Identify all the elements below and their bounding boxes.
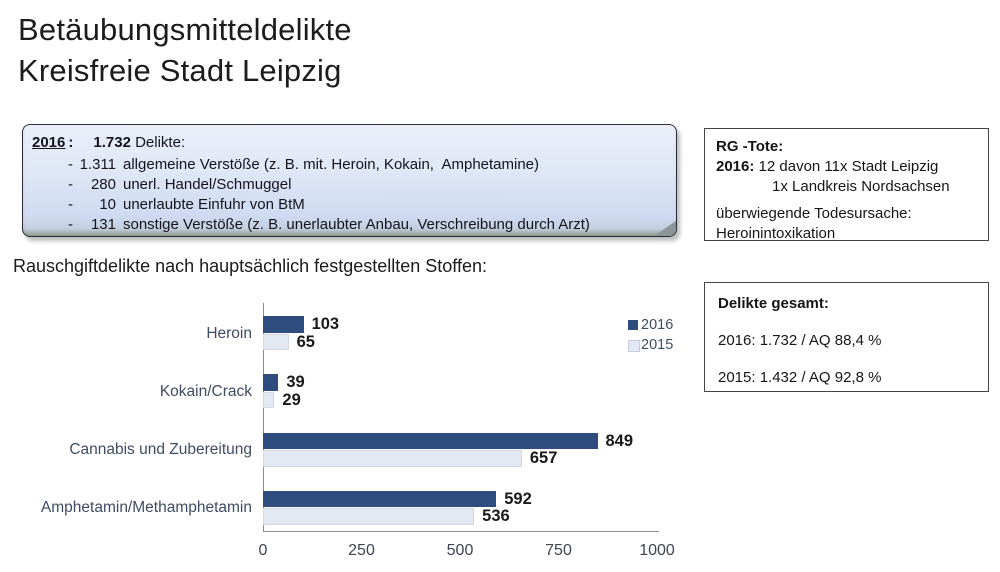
summary-item: -1.311 allgemeine Verstöße (z. B. mit. He… [32,155,666,175]
x-axis-tick-0: 0 [258,542,268,559]
summary-item-number: 280 [90,176,116,193]
summary-colon: : [68,134,74,151]
rg-tote-line1: 2016: 12 davon 11x Stadt Leipzig [716,157,980,177]
page-title-line2: Kreisfreie Stadt Leipzig [18,52,342,88]
category-label-heroin: Heroin [206,324,252,342]
legend-label-2016: 2016 [641,317,674,333]
rg-tote-cause-line1: überwiegende Todesursache: [716,205,912,222]
y-axis-line [263,303,264,531]
rg-tote-heading: RG -Tote: [716,138,784,155]
summary-item-number: 131 [90,216,116,233]
x-axis-tick-1000: 1000 [639,542,675,559]
value-label-2016-cannabis-und-zubereitung: 849 [605,431,634,450]
summary-item-dash: - [68,176,73,193]
summary-item-number: 1.311 [79,156,116,173]
summary-item-number: 10 [99,196,116,213]
page-title-line1: Betäubungsmitteldelikte [18,12,352,47]
summary-item-dash: - [68,196,73,213]
bar-2016-heroin [263,316,304,333]
summary-item: -280 unerl. Handel/Schmuggel [32,175,666,195]
legend-swatch-2015 [628,340,640,352]
delikte-heading: Delikte gesamt: [718,295,829,312]
summary-item: -131 sonstige Verstöße (z. B. unerlaubter… [32,215,666,235]
summary-item-text: unerlaubte Einfuhr von BtM [123,196,305,213]
summary-head: 2016: 1.732 Delikte: [32,134,666,151]
value-label-2015-cannabis-und-zubereitung: 657 [529,449,558,468]
value-label-2015-amphetamin-methamphetamin: 536 [482,507,510,526]
bar-2015-heroin [263,333,289,350]
page-title: Betäubungsmitteldelikte Kreisfreie Stadt… [18,10,352,92]
summary-year: 2016 [32,134,66,151]
bar-2015-kokain-crack [263,391,275,409]
summary-item-text: sonstige Verstöße (z. B. unerlaubter Anb… [123,216,590,233]
value-label-2016-amphetamin-methamphetamin: 592 [504,489,532,508]
summary-item-list: -1.311 allgemeine Verstöße (z. B. mit. He… [32,155,666,235]
bar-2016-amphetamin-methamphetamin [263,490,497,508]
rg-tote-year: 2016: [716,158,755,175]
bar-chart: Heroin 103 65 Kokain/Crack 39 29 Cannabis und … [0,300,695,572]
summary-item-text: allgemeine Verstöße (z. B. mit. Heroin, … [123,156,540,173]
x-axis-tick-500: 500 [446,542,474,559]
bar-2015-amphetamin-methamphetamin [263,508,475,525]
bar-2016-cannabis-und-zubereitung [263,432,598,450]
page-curl-icon [653,220,676,236]
category-label-cannabis-und-zubereitung: Cannabis und Zubereitung [69,441,252,459]
legend-label-2015: 2015 [641,337,674,353]
rg-tote-line1-rest: 12 davon 11x Stadt Leipzig [754,158,939,175]
x-axis-tick-750: 750 [545,542,572,559]
rg-tote-cause-line2: Heroinintoxikation [716,225,836,242]
category-label-kokain-crack: Kokain/Crack [159,382,252,400]
value-label-2015-heroin: 65 [296,332,315,351]
summary-item: - 10 unerlaubte Einfuhr von BtM [32,195,666,215]
legend-swatch-2016 [628,320,638,330]
summary-item-text: unerl. Handel/Schmuggel [123,176,292,193]
value-label-2016-heroin: 103 [311,315,340,333]
summary-box-2016: 2016:1.732 Delikte: -1.311 allgemeine Ver… [22,124,677,237]
x-axis-line [263,531,659,532]
summary-total-suffix: Delikte: [130,134,186,151]
rg-tote-line2: 1x Landkreis Nordsachsen [772,178,950,195]
value-label-2016-kokain-crack: 39 [286,373,305,392]
bar-2016-kokain-crack [263,374,279,391]
bar-2015-cannabis-und-zubereitung [263,450,522,467]
delikte-line-2015: 2015: 1.432 / AQ 92,8 % [718,369,882,386]
summary-total: 1.732 [93,134,131,151]
x-axis-tick-250: 250 [348,542,375,559]
summary-item-dash: - [68,216,73,233]
value-label-2015-kokain-crack: 29 [282,390,301,409]
category-label-amphetamin-methamphetamin: Amphetamin/Methamphetamin [40,499,252,517]
rg-tote-box: RG -Tote: 2016: 12 davon 11x Stadt Leipz… [704,128,989,242]
chart-section-heading: Rauschgiftdelikte nach hauptsächlich fes… [13,256,487,276]
summary-item-dash: - [68,156,73,173]
delikte-gesamt-box: Delikte gesamt: 2016: 1.732 / AQ 88,4 % … [704,282,989,392]
delikte-line-2016: 2016: 1.732 / AQ 88,4 % [718,332,882,349]
